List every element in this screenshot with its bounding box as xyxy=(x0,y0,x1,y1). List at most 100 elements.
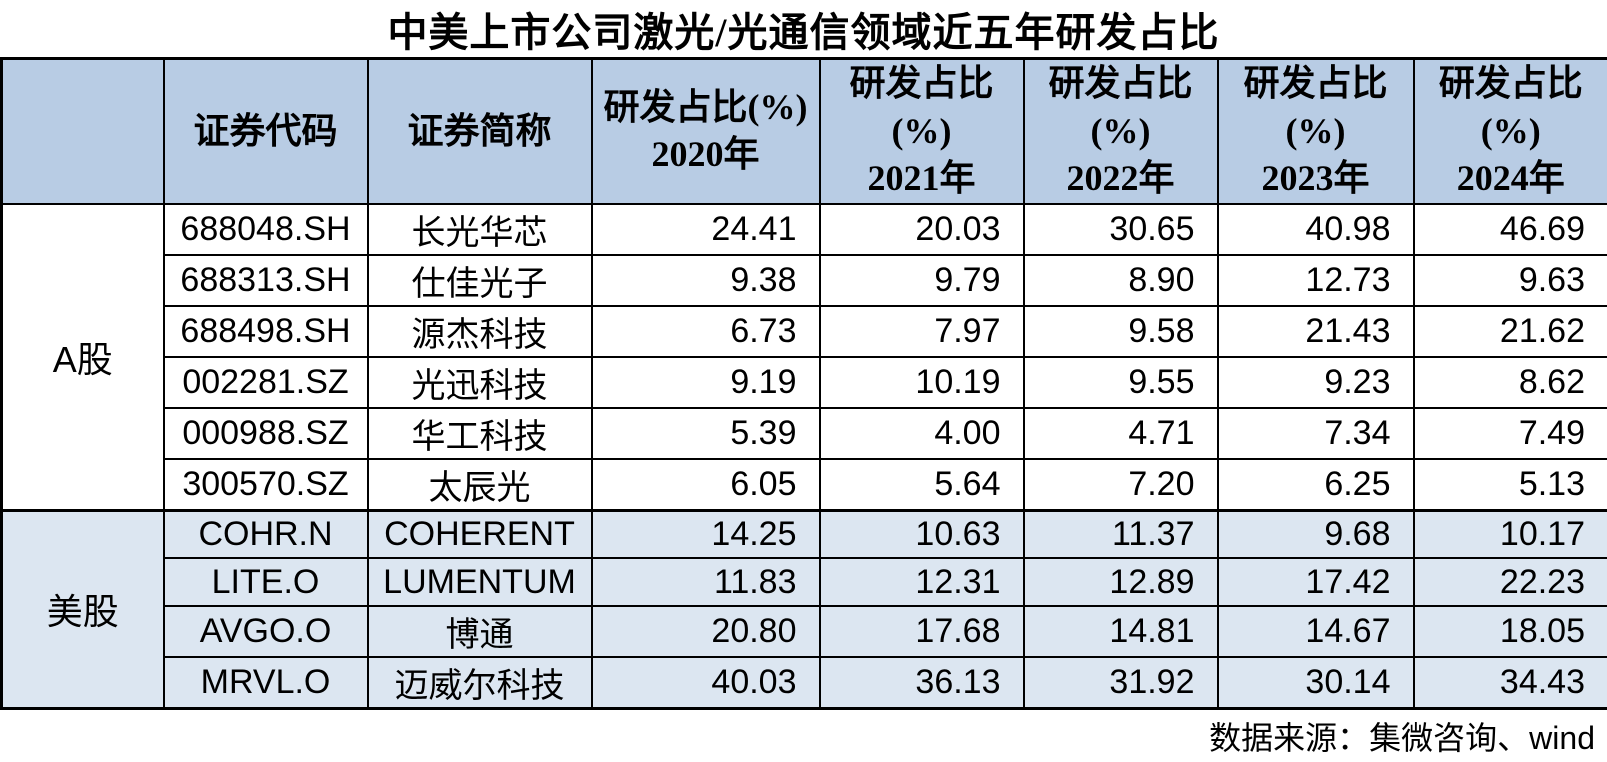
header-year-2021: 研发占比(%) 2021年 xyxy=(820,59,1024,204)
value-cell: 9.63 xyxy=(1414,255,1607,306)
group-cell-us-shares: 美股 xyxy=(2,510,164,709)
value-cell: 20.80 xyxy=(592,606,820,657)
year-label: 2024年 xyxy=(1415,155,1607,203)
value-cell: 10.19 xyxy=(820,357,1024,408)
header-name: 证券简称 xyxy=(368,59,592,204)
code-cell: 688498.SH xyxy=(164,306,368,357)
value-cell: 24.41 xyxy=(592,204,820,255)
value-cell: 21.43 xyxy=(1218,306,1414,357)
value-cell: 12.31 xyxy=(820,558,1024,606)
value-cell: 14.25 xyxy=(592,510,820,558)
value-cell: 20.03 xyxy=(820,204,1024,255)
code-cell: AVGO.O xyxy=(164,606,368,657)
metric-label: 研发占比(%) xyxy=(1219,60,1413,155)
metric-label: 研发占比(%) xyxy=(593,84,819,132)
value-cell: 5.39 xyxy=(592,408,820,459)
value-cell: 40.98 xyxy=(1218,204,1414,255)
value-cell: 12.89 xyxy=(1024,558,1218,606)
name-cell: 博通 xyxy=(368,606,592,657)
table-row: A股 688048.SH 长光华芯 24.41 20.03 30.65 40.9… xyxy=(2,204,1607,255)
code-cell: 300570.SZ xyxy=(164,459,368,511)
name-cell: 迈威尔科技 xyxy=(368,657,592,709)
value-cell: 4.71 xyxy=(1024,408,1218,459)
page-title: 中美上市公司激光/光通信领域近五年研发占比 xyxy=(0,0,1607,57)
value-cell: 18.05 xyxy=(1414,606,1607,657)
value-cell: 21.62 xyxy=(1414,306,1607,357)
table-row: 300570.SZ 太辰光 6.05 5.64 7.20 6.25 5.13 xyxy=(2,459,1607,511)
value-cell: 9.19 xyxy=(592,357,820,408)
value-cell: 8.62 xyxy=(1414,357,1607,408)
name-cell: COHERENT xyxy=(368,510,592,558)
value-cell: 14.67 xyxy=(1218,606,1414,657)
year-label: 2021年 xyxy=(821,155,1023,203)
code-cell: 002281.SZ xyxy=(164,357,368,408)
value-cell: 31.92 xyxy=(1024,657,1218,709)
name-cell: 长光华芯 xyxy=(368,204,592,255)
value-cell: 9.68 xyxy=(1218,510,1414,558)
table-row: LITE.O LUMENTUM 11.83 12.31 12.89 17.42 … xyxy=(2,558,1607,606)
code-cell: LITE.O xyxy=(164,558,368,606)
value-cell: 14.81 xyxy=(1024,606,1218,657)
metric-label: 研发占比(%) xyxy=(1025,60,1217,155)
value-cell: 17.42 xyxy=(1218,558,1414,606)
value-cell: 10.63 xyxy=(820,510,1024,558)
value-cell: 10.17 xyxy=(1414,510,1607,558)
table-row: 000988.SZ 华工科技 5.39 4.00 4.71 7.34 7.49 xyxy=(2,408,1607,459)
value-cell: 34.43 xyxy=(1414,657,1607,709)
value-cell: 8.90 xyxy=(1024,255,1218,306)
code-cell: COHR.N xyxy=(164,510,368,558)
value-cell: 6.73 xyxy=(592,306,820,357)
name-cell: LUMENTUM xyxy=(368,558,592,606)
metric-label: 研发占比(%) xyxy=(821,60,1023,155)
value-cell: 36.13 xyxy=(820,657,1024,709)
value-cell: 5.13 xyxy=(1414,459,1607,511)
value-cell: 6.25 xyxy=(1218,459,1414,511)
year-label: 2023年 xyxy=(1219,155,1413,203)
table-row: MRVL.O 迈威尔科技 40.03 36.13 31.92 30.14 34.… xyxy=(2,657,1607,709)
value-cell: 5.64 xyxy=(820,459,1024,511)
value-cell: 17.68 xyxy=(820,606,1024,657)
value-cell: 9.55 xyxy=(1024,357,1218,408)
header-code: 证券代码 xyxy=(164,59,368,204)
table-row: AVGO.O 博通 20.80 17.68 14.81 14.67 18.05 xyxy=(2,606,1607,657)
code-cell: 688048.SH xyxy=(164,204,368,255)
value-cell: 9.38 xyxy=(592,255,820,306)
value-cell: 7.49 xyxy=(1414,408,1607,459)
table-row: 688498.SH 源杰科技 6.73 7.97 9.58 21.43 21.6… xyxy=(2,306,1607,357)
value-cell: 12.73 xyxy=(1218,255,1414,306)
table-row: 美股 COHR.N COHERENT 14.25 10.63 11.37 9.6… xyxy=(2,510,1607,558)
header-year-2020: 研发占比(%) 2020年 xyxy=(592,59,820,204)
header-group-empty xyxy=(2,59,164,204)
value-cell: 40.03 xyxy=(592,657,820,709)
value-cell: 7.97 xyxy=(820,306,1024,357)
value-cell: 9.23 xyxy=(1218,357,1414,408)
data-source-note: 数据来源：集微咨询、wind xyxy=(0,710,1607,762)
value-cell: 22.23 xyxy=(1414,558,1607,606)
value-cell: 46.69 xyxy=(1414,204,1607,255)
header-year-2023: 研发占比(%) 2023年 xyxy=(1218,59,1414,204)
code-cell: 688313.SH xyxy=(164,255,368,306)
header-year-2024: 研发占比(%) 2024年 xyxy=(1414,59,1607,204)
rd-ratio-table: 证券代码 证券简称 研发占比(%) 2020年 研发占比(%) 2021年 研发… xyxy=(0,57,1607,710)
year-label: 2022年 xyxy=(1025,155,1217,203)
value-cell: 7.20 xyxy=(1024,459,1218,511)
code-cell: 000988.SZ xyxy=(164,408,368,459)
name-cell: 太辰光 xyxy=(368,459,592,511)
header-row: 证券代码 证券简称 研发占比(%) 2020年 研发占比(%) 2021年 研发… xyxy=(2,59,1607,204)
year-label: 2020年 xyxy=(593,131,819,179)
name-cell: 源杰科技 xyxy=(368,306,592,357)
value-cell: 30.65 xyxy=(1024,204,1218,255)
name-cell: 仕佳光子 xyxy=(368,255,592,306)
value-cell: 9.58 xyxy=(1024,306,1218,357)
name-cell: 华工科技 xyxy=(368,408,592,459)
value-cell: 11.83 xyxy=(592,558,820,606)
table-row: 002281.SZ 光迅科技 9.19 10.19 9.55 9.23 8.62 xyxy=(2,357,1607,408)
group-cell-a-shares: A股 xyxy=(2,204,164,511)
value-cell: 6.05 xyxy=(592,459,820,511)
metric-label: 研发占比(%) xyxy=(1415,60,1607,155)
table-row: 688313.SH 仕佳光子 9.38 9.79 8.90 12.73 9.63 xyxy=(2,255,1607,306)
value-cell: 7.34 xyxy=(1218,408,1414,459)
value-cell: 11.37 xyxy=(1024,510,1218,558)
value-cell: 4.00 xyxy=(820,408,1024,459)
value-cell: 9.79 xyxy=(820,255,1024,306)
